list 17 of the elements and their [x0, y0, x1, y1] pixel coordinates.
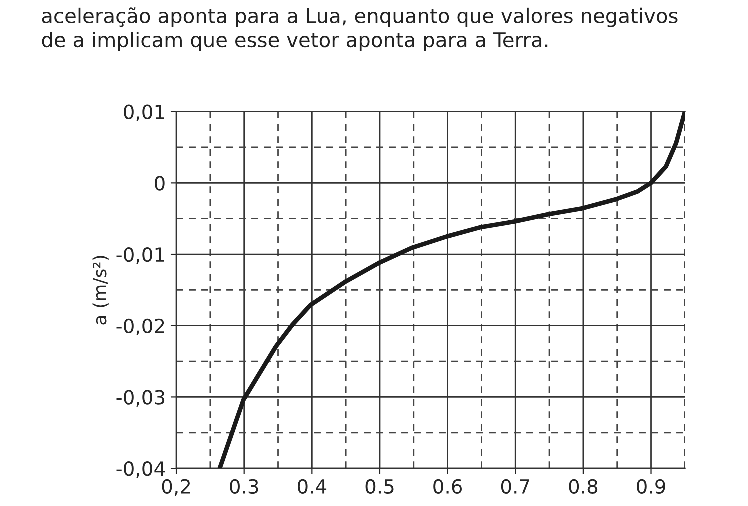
y-tick-label: -0,01	[116, 247, 164, 264]
x-tick-label: 0.3	[230, 479, 258, 494]
x-tick-label: 0,2	[162, 479, 190, 496]
y-tick-label: 0,01	[124, 104, 164, 122]
x-tick-label: 0.7	[501, 479, 530, 494]
y-tick-label: 0	[155, 176, 165, 191]
y-axis-title: a (m/s²)	[92, 256, 109, 325]
x-tick-label: 0.9	[637, 479, 666, 494]
x-tick-label: 0.4	[298, 479, 327, 494]
y-tick-label: -0,04	[116, 462, 166, 478]
x-tick-label: 0.6	[434, 479, 462, 494]
text: aceleração aponta para a Lua, enquanto que valores negativos de a implicam que esse vetor aponta para a Terra.	[42, 8, 678, 52]
y-tick-label: -0,03	[116, 390, 165, 407]
x-tick-label: 0.5	[366, 479, 394, 494]
y-tick-label: -0,02	[116, 318, 164, 336]
x-tick-label: 0.8	[569, 479, 598, 494]
line-series	[218, 112, 686, 469]
